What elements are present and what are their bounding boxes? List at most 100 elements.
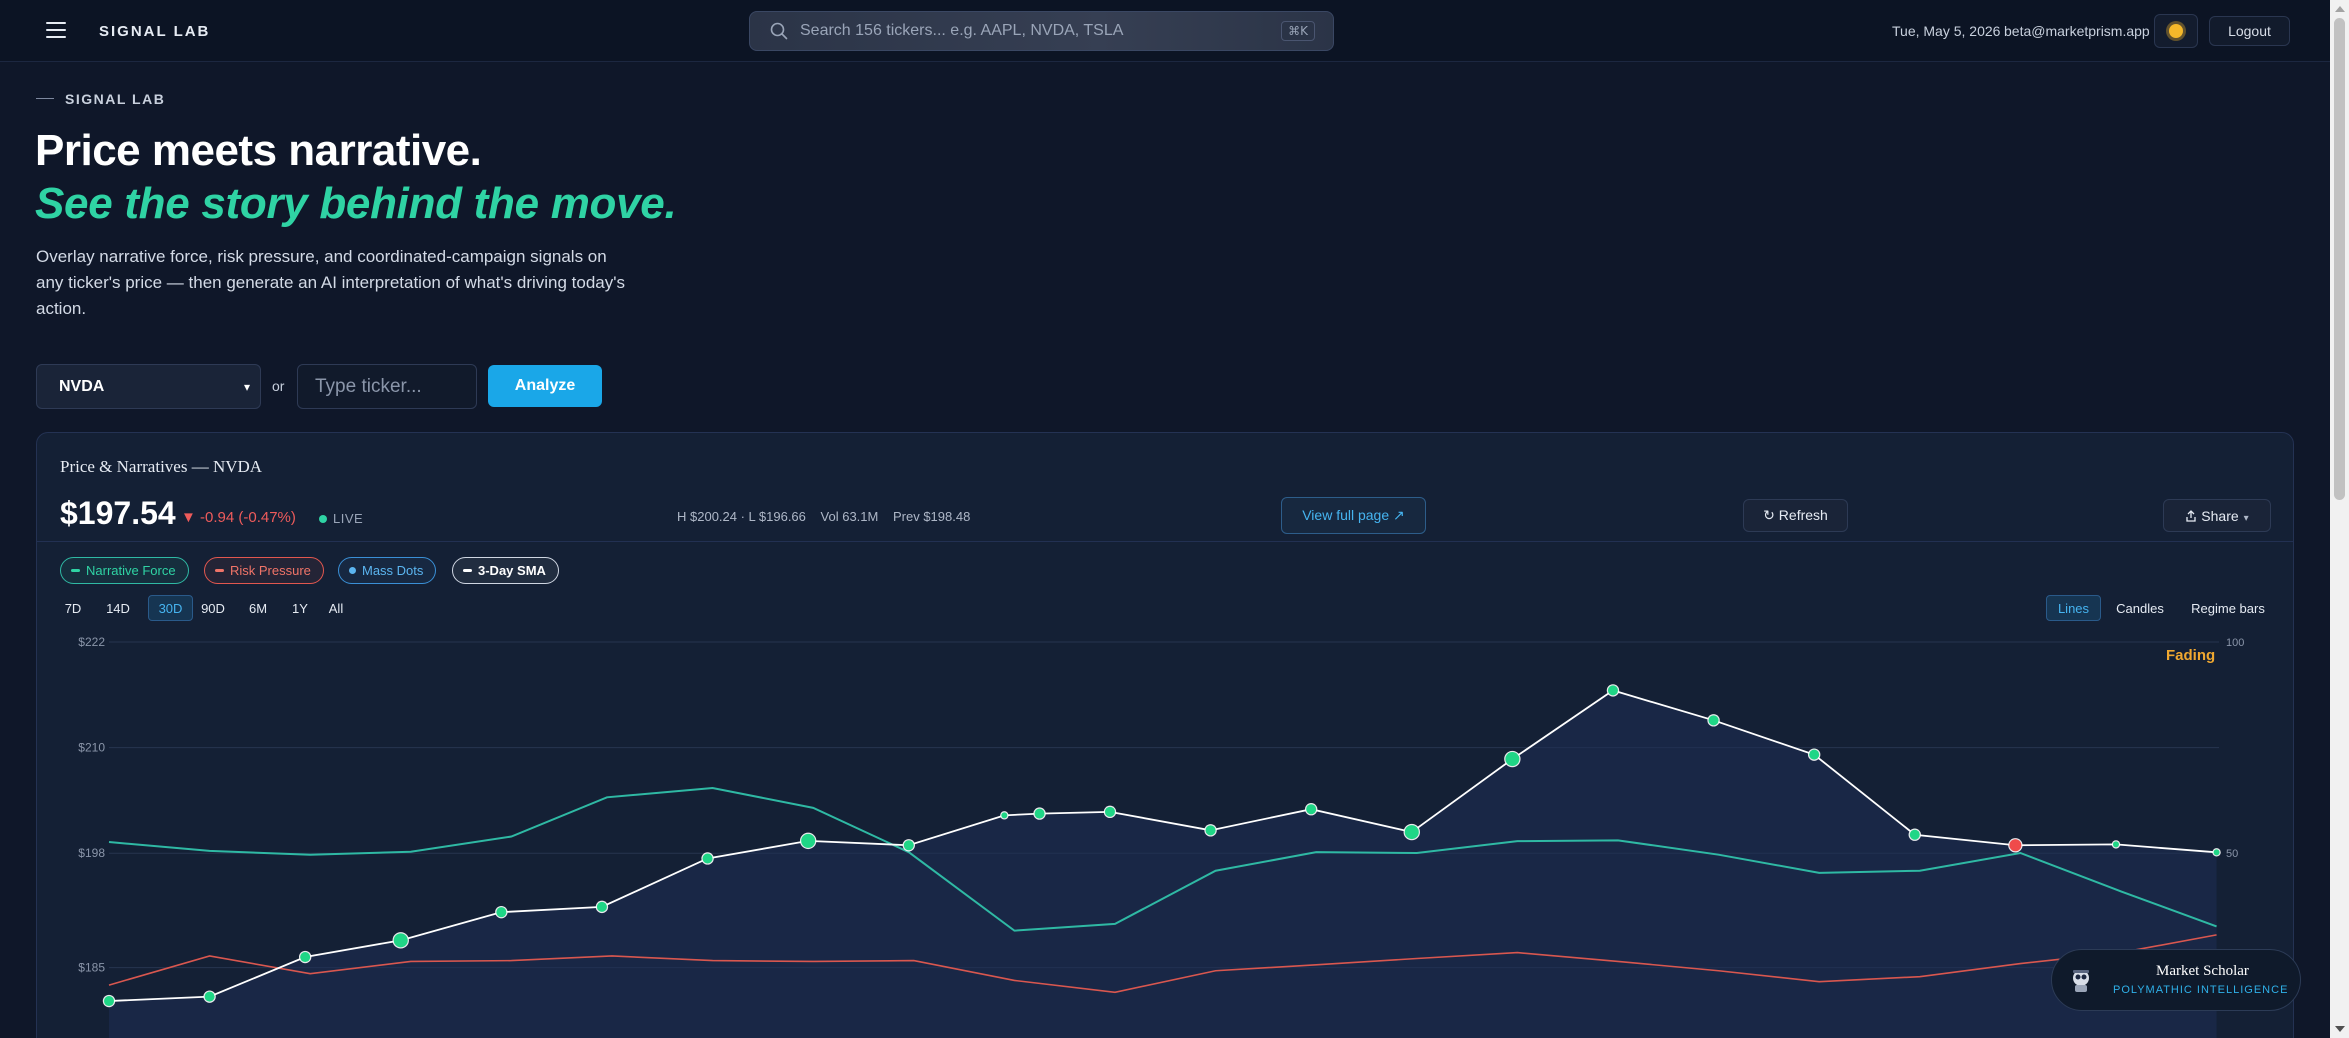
mass-dot xyxy=(393,933,408,948)
view-full-page-button[interactable]: View full page ↗ xyxy=(1281,497,1426,534)
scholar-avatar-icon xyxy=(2073,970,2089,992)
mass-dot xyxy=(300,952,311,963)
search-input[interactable] xyxy=(800,22,1270,40)
ticker-select[interactable]: NVDA ▾ xyxy=(36,364,261,409)
mass-dot xyxy=(1104,806,1115,817)
risk-pressure-swatch xyxy=(215,569,224,572)
mass-dot xyxy=(1034,808,1045,819)
risk-pressure-line xyxy=(108,934,2217,994)
market-scholar-widget[interactable]: Market Scholar POLYMATHIC INTELLIGENCE xyxy=(2051,949,2301,1011)
mass-dot xyxy=(1205,825,1216,836)
share-button[interactable]: Share ▾ xyxy=(2163,499,2271,532)
mass-dot xyxy=(1404,825,1419,840)
range-tab-all[interactable]: All xyxy=(328,600,344,616)
mass-dot xyxy=(1306,804,1317,815)
card-title: Price & Narratives — NVDA xyxy=(60,457,263,476)
user-email: beta@marketprism.app xyxy=(2004,23,2150,39)
prev-close-stat: Prev $198.48 xyxy=(892,509,971,524)
mass-dot xyxy=(1809,749,1820,760)
legend-narrative-force[interactable]: Narrative Force xyxy=(60,557,189,584)
current-price: $197.54 xyxy=(60,495,176,531)
scroll-down-arrow-icon[interactable] xyxy=(2335,1026,2345,1032)
chevron-down-icon: ▾ xyxy=(243,380,250,394)
mass-dot xyxy=(1909,829,1920,840)
hamburger-icon[interactable] xyxy=(46,22,66,38)
mass-dots-swatch xyxy=(349,567,356,574)
narrative-force-line xyxy=(108,787,2217,932)
mass-dot xyxy=(903,840,914,851)
live-indicator-dot xyxy=(319,515,327,523)
legend-label: Mass Dots xyxy=(362,563,424,578)
mass-dot xyxy=(596,901,607,912)
range-tab-6m[interactable]: 6M xyxy=(248,600,268,616)
card-divider xyxy=(37,541,2293,542)
price-area-fill xyxy=(109,690,2217,1038)
mass-dot xyxy=(2009,839,2022,852)
price-narratives-card: Price & Narratives — NVDA $197.54 ▼ -0.9… xyxy=(36,432,2294,1038)
page-subtitle: See the story behind the move. xyxy=(35,179,677,228)
scrollbar-thumb[interactable] xyxy=(2334,18,2345,500)
legend-mass-dots[interactable]: Mass Dots xyxy=(338,557,437,584)
range-tab-30d[interactable]: 30D xyxy=(148,595,193,621)
eyebrow-divider xyxy=(36,98,54,99)
scholar-name: Market Scholar xyxy=(2156,963,2249,979)
page-scrollbar[interactable] xyxy=(2330,0,2349,1038)
mass-dot xyxy=(1607,685,1618,696)
narrative-force-swatch xyxy=(71,569,80,572)
page-title: Price meets narrative. xyxy=(35,126,482,175)
view-tab-candles[interactable]: Candles xyxy=(2116,600,2164,616)
view-tab-regime-bars[interactable]: Regime bars xyxy=(2191,600,2265,616)
sun-icon xyxy=(2169,24,2183,38)
chevron-down-icon: ▾ xyxy=(2243,512,2249,524)
legend-label: 3-Day SMA xyxy=(478,563,546,578)
mass-dot xyxy=(496,907,507,918)
mass-dot xyxy=(2213,849,2220,856)
mass-dot xyxy=(204,991,215,1002)
or-label: or xyxy=(272,378,285,394)
y-tick-label: $198 xyxy=(78,846,105,860)
y2-tick-label: 50 xyxy=(2226,848,2238,860)
legend-risk-pressure[interactable]: Risk Pressure xyxy=(204,557,324,584)
search-icon xyxy=(770,22,788,40)
share-icon xyxy=(2186,509,2196,522)
eyebrow-label: SIGNAL LAB xyxy=(65,91,166,107)
share-label: Share xyxy=(2201,507,2239,524)
analyze-button[interactable]: Analyze xyxy=(488,365,602,407)
y-tick-label: $222 xyxy=(78,635,105,649)
y-tick-label: $210 xyxy=(78,741,105,755)
sma-swatch xyxy=(463,569,472,572)
y2-tick-label: 100 xyxy=(2226,637,2244,649)
mass-dot xyxy=(801,833,816,848)
mass-dot xyxy=(104,996,114,1007)
logout-button[interactable]: Logout xyxy=(2209,16,2290,46)
legend-label: Risk Pressure xyxy=(230,563,311,578)
top-bar: SIGNAL LAB ⌘K Tue, May 5, 2026 beta@mark… xyxy=(0,0,2330,62)
brand-name: SIGNAL LAB xyxy=(99,23,211,40)
ticker-select-value: NVDA xyxy=(59,377,105,395)
search-box[interactable]: ⌘K xyxy=(749,11,1334,51)
price-stats: H $200.24 · L $196.66 Vol 63.1M Prev $19… xyxy=(677,509,981,524)
mass-dot xyxy=(702,853,713,864)
scholar-subtitle: POLYMATHIC INTELLIGENCE xyxy=(2113,984,2289,996)
price-change: ▼ -0.94 (-0.47%) xyxy=(181,509,296,526)
range-tab-7d[interactable]: 7D xyxy=(64,600,82,616)
price-narrative-chart[interactable]: $222 $210 $198 $185 100 50 xyxy=(37,623,2294,1038)
range-tab-90d[interactable]: 90D xyxy=(201,600,225,616)
regime-label: Fading xyxy=(2166,647,2216,664)
mass-dot xyxy=(1708,715,1719,726)
range-tab-14d[interactable]: 14D xyxy=(106,600,130,616)
current-date: Tue, May 5, 2026 xyxy=(1892,23,2001,39)
mass-dot xyxy=(1505,752,1520,767)
refresh-button[interactable]: ↻ Refresh xyxy=(1743,499,1848,532)
ticker-input[interactable] xyxy=(297,364,477,409)
range-tab-1y[interactable]: 1Y xyxy=(292,600,308,616)
theme-toggle-button[interactable] xyxy=(2154,14,2198,48)
scroll-up-arrow-icon[interactable] xyxy=(2335,6,2345,12)
live-label: LIVE xyxy=(333,511,364,526)
mass-dot xyxy=(1001,812,1008,819)
y-tick-label: $185 xyxy=(78,961,105,975)
mass-dot xyxy=(2112,841,2119,848)
view-tab-lines[interactable]: Lines xyxy=(2046,595,2101,621)
legend-label: Narrative Force xyxy=(86,563,176,578)
legend-3-day-sma[interactable]: 3-Day SMA xyxy=(452,557,559,584)
